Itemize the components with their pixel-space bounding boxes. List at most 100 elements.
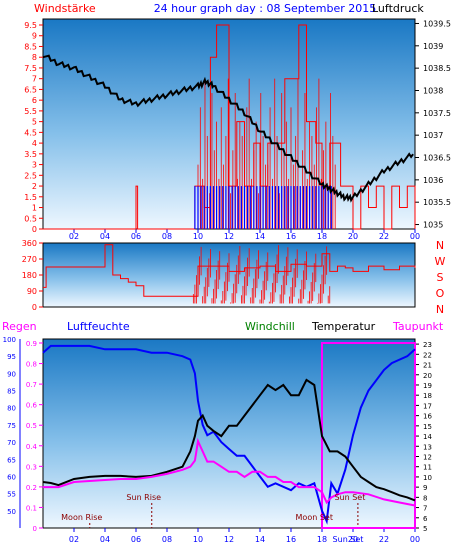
series-windrichtung [43,244,416,297]
wind-tick-label: 4 [32,139,37,148]
pressure-tick-label: 1038 [423,86,443,95]
temperature-tick-label: 20 [423,372,432,380]
wind-tick-label: 2 [32,182,37,191]
humidity-tick-label: 70 [7,439,16,447]
temperature-tick-label: 11 [423,464,432,472]
x-tick-label: 06 [131,232,141,241]
rain-tick-label: 0.9 [26,340,37,348]
wind-tick-label: 9.5 [24,21,37,30]
rain-tick-label: 0.4 [26,443,38,451]
x-tick-label: 08 [162,232,172,241]
wind-tick-label: 9 [32,32,37,41]
temperature-tick-label: 14 [423,433,432,441]
series-luftdruck [42,54,414,203]
temperature-tick-label: 22 [423,351,432,359]
wind-tick-label: 4.5 [24,128,37,137]
temperature-tick-label: 12 [423,453,432,461]
series-temperatur [42,378,416,502]
temperature-tick-label: 16 [423,413,432,421]
temperature-tick-label: 23 [423,341,432,349]
dewpoint-label: Taupunkt [392,320,444,333]
x-tick-label: 10 [193,232,203,241]
direction-tick-label: 0 [32,303,37,312]
temperature-tick-label: 18 [423,392,432,400]
temperature-tick-label: 9 [423,484,427,492]
temperature-tick-label: 10 [423,474,432,482]
temperature-tick-label: 17 [423,402,432,410]
pressure-tick-label: 1036 [423,176,443,185]
rain-tick-label: 0.3 [26,463,37,471]
wind-tick-label: 7 [32,75,37,84]
temperature-tick-label: 13 [423,443,432,451]
x-tick-label: 22 [379,535,389,544]
astro-label: Moon Set [296,513,333,522]
compass-label: N [436,239,444,252]
x-tick-label: 10 [193,535,203,544]
rain-label: Regen [2,320,37,333]
rain-tick-label: 0.5 [26,422,37,430]
rain-tick-label: 0.8 [26,361,37,369]
compass-label: S [437,271,444,284]
x-tick-label: 04 [100,535,110,544]
wind-tick-label: 5 [32,118,37,127]
wind-tick-label: 6 [32,96,37,105]
astro-label: Sun Set [334,493,365,502]
wind-tick-label: 0.5 [24,214,37,223]
temperature-tick-label: 5 [423,525,427,533]
x-tick-label: 22 [379,232,389,241]
series-taupunkt [43,437,416,507]
temperature-tick-label: 19 [423,382,432,390]
humidity-label: Luftfeuchte [67,320,130,333]
x-tick-label: 20 [348,535,358,544]
humidity-tick-label: 85 [7,388,16,396]
x-tick-label: 02 [69,535,79,544]
rain-tick-label: 0.6 [26,402,38,410]
pressure-tick-label: 1038.5 [423,64,451,73]
humidity-tick-label: 55 [7,491,16,499]
x-tick-label: 12 [224,232,234,241]
wind-tick-label: 7.5 [24,64,37,73]
wind-tick-label: 6.5 [24,85,37,94]
pressure-label: Luftdruck [372,2,424,15]
compass-label: N [436,303,444,316]
x-tick-label: 02 [69,232,79,241]
direction-tick-label: 270 [22,255,37,264]
humidity-tick-label: 100 [3,336,16,344]
x-tick-label: 16 [286,232,296,241]
wind-tick-label: 8.5 [24,42,37,51]
wind-label: Windstärke [34,2,96,15]
astro-label: Sun Rise [126,493,161,502]
rain-tick-label: 0.7 [26,381,37,389]
x-tick-label: 18 [317,232,327,241]
x-tick-label: 16 [286,535,296,544]
astro-label: Moon Rise [61,513,102,522]
wind-tick-label: 1 [32,204,37,213]
temperature-label: Temperatur [311,320,376,333]
pressure-tick-label: 1039.5 [423,19,451,28]
wind-tick-label: 0 [32,225,37,234]
x-tick-label: 04 [100,232,110,241]
pressure-tick-label: 1037 [423,131,443,140]
chart-title: 24 hour graph day : 08 September 2015 [154,2,377,15]
humidity-tick-label: 65 [7,456,16,464]
compass-label: W [435,255,446,268]
sunset-extra-label: Sun Set [333,535,364,544]
humidity-tick-label: 80 [7,405,16,413]
pressure-tick-label: 1039 [423,42,443,51]
humidity-tick-label: 95 [7,353,16,361]
x-tick-label: 06 [131,535,141,544]
x-tick-label: 14 [255,535,265,544]
compass-label: O [436,287,445,300]
wind-tick-label: 2.5 [24,171,37,180]
temperature-tick-label: 15 [423,423,432,431]
wind-tick-label: 8 [32,53,37,62]
temperature-tick-label: 6 [423,515,428,523]
pressure-tick-label: 1035 [423,221,443,230]
wind-tick-label: 5.5 [24,107,37,116]
humidity-tick-label: 60 [7,473,16,481]
temperature-tick-label: 21 [423,362,432,370]
x-tick-label: 14 [255,232,265,241]
x-tick-label: 00 [410,535,420,544]
pressure-tick-label: 1035.5 [423,198,451,207]
